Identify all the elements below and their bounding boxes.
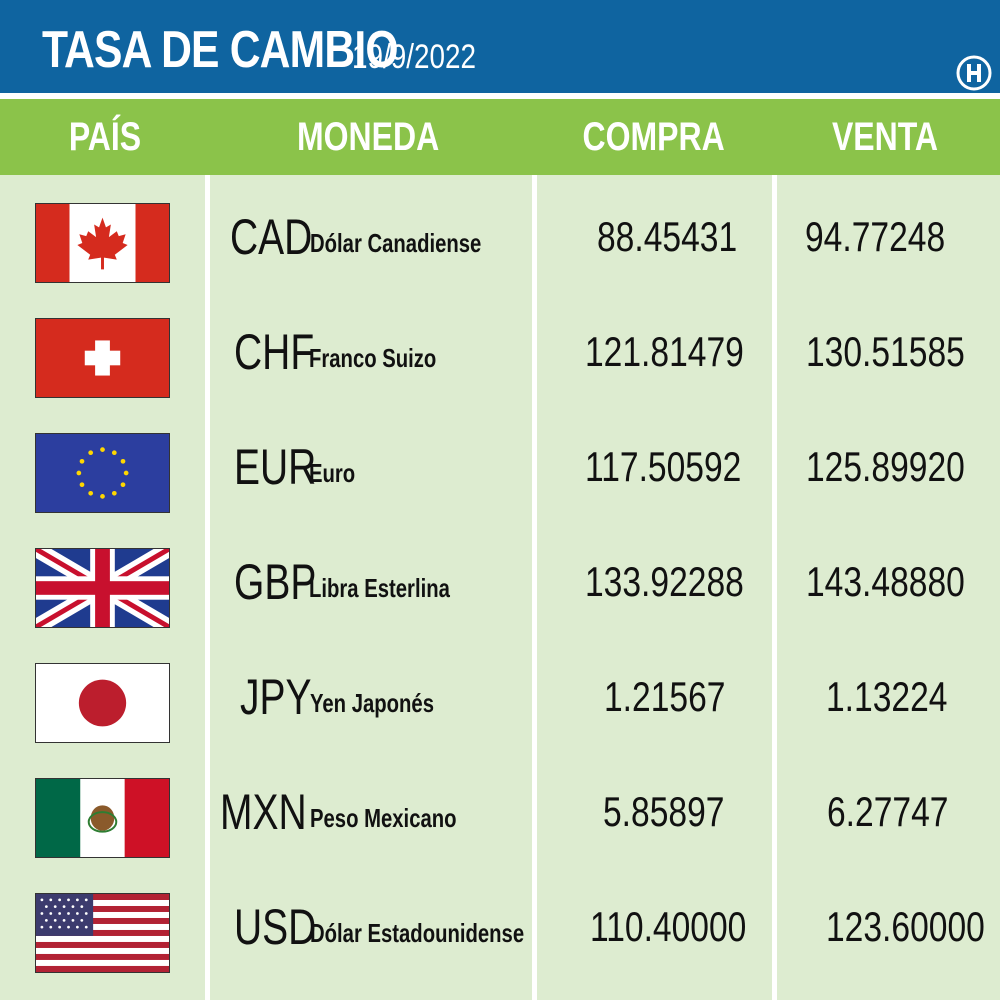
- venta-value: 130.51585: [806, 328, 965, 375]
- column-header-pais: PAÍS: [68, 115, 142, 159]
- brand-logo-icon: [956, 55, 992, 91]
- currency-code: GBP: [234, 554, 317, 610]
- compra-value: 1.21567: [604, 673, 726, 720]
- usa-flag-icon: [35, 893, 170, 973]
- eu-flag-icon: [35, 433, 170, 513]
- column-divider: [205, 175, 210, 1000]
- compra-value: 133.92288: [585, 558, 744, 605]
- compra-value: 117.50592: [585, 443, 742, 490]
- currency-name: Franco Suizo: [309, 343, 437, 373]
- compra-value: 121.81479: [585, 328, 744, 375]
- table-row: EUR Euro 117.50592 125.89920: [0, 410, 1000, 525]
- currency-name: Euro: [309, 458, 356, 488]
- header-bar: TASA DE CAMBIO 19/9/2022: [0, 0, 1000, 93]
- venta-value: 125.89920: [806, 443, 965, 490]
- uk-flag-icon: [35, 548, 170, 628]
- venta-value: 143.48880: [806, 558, 965, 605]
- currency-name: Libra Esterlina: [309, 573, 450, 603]
- page-title: TASA DE CAMBIO: [42, 21, 399, 79]
- venta-value: 123.60000: [826, 903, 985, 950]
- currency-name: Peso Mexicano: [310, 803, 457, 833]
- compra-value: 88.45431: [597, 213, 738, 260]
- currency-name: Dólar Estadounidense: [310, 918, 525, 948]
- currency-code: JPY: [240, 669, 312, 725]
- header-divider: [0, 93, 1000, 99]
- column-header-compra: COMPRA: [582, 115, 725, 159]
- currency-code: CHF: [234, 324, 315, 380]
- column-header-moneda: MONEDA: [297, 115, 440, 159]
- currency-code: EUR: [234, 439, 317, 495]
- currency-name: Yen Japonés: [310, 688, 434, 718]
- canada-flag-icon: [35, 203, 170, 283]
- compra-value: 110.40000: [590, 903, 747, 950]
- venta-value: 94.77248: [805, 213, 946, 260]
- page-date: 19/9/2022: [352, 38, 477, 76]
- mexico-flag-icon: [35, 778, 170, 858]
- column-header-venta: VENTA: [831, 115, 939, 159]
- japan-flag-icon: [35, 663, 170, 743]
- table-row: JPY Yen Japonés 1.21567 1.13224: [0, 640, 1000, 755]
- venta-value: 6.27747: [827, 788, 949, 835]
- table-row: GBP Libra Esterlina 133.92288 143.48880: [0, 525, 1000, 640]
- column-divider: [532, 175, 537, 1000]
- column-divider: [772, 175, 777, 1000]
- venta-value: 1.13224: [826, 673, 948, 720]
- table-row: CAD Dólar Canadiense 88.45431 94.77248: [0, 180, 1000, 295]
- table-row: CHF Franco Suizo 121.81479 130.51585: [0, 295, 1000, 410]
- column-header-row: PAÍS MONEDA COMPRA VENTA: [0, 99, 1000, 175]
- switzerland-flag-icon: [35, 318, 170, 398]
- currency-code: USD: [234, 899, 317, 955]
- currency-code: MXN: [220, 784, 307, 840]
- currency-code: CAD: [230, 209, 313, 265]
- currency-name: Dólar Canadiense: [310, 228, 482, 258]
- table-row: USD Dólar Estadounidense 110.40000 123.6…: [0, 870, 1000, 985]
- table-row: MXN Peso Mexicano 5.85897 6.27747: [0, 755, 1000, 870]
- compra-value: 5.85897: [603, 788, 725, 835]
